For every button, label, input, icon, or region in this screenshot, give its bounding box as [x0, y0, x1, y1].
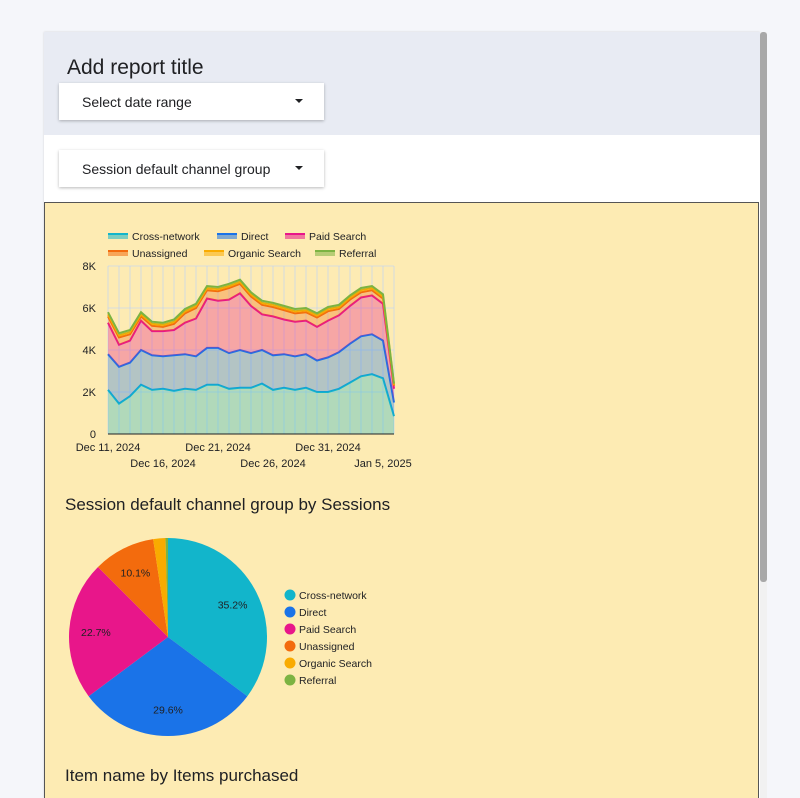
pie-slice-label: 35.2% — [218, 600, 248, 612]
line-unassigned[interactable] — [107, 282, 395, 386]
line-referral[interactable] — [107, 278, 395, 384]
channel-group-dropdown[interactable]: Session default channel group — [59, 150, 324, 187]
pie-legend-swatch — [284, 657, 296, 669]
line-direct[interactable] — [107, 333, 395, 403]
channel-group-label: Session default channel group — [82, 160, 271, 177]
caret-down-icon — [295, 99, 303, 103]
pie-slice-paid-search[interactable] — [69, 567, 168, 697]
line-organic-search[interactable] — [107, 280, 395, 385]
pie-legend-item-paid-search[interactable]: Paid Search — [284, 623, 357, 637]
y-tick-label: 8K — [83, 261, 97, 273]
x-tick-label: Dec 11, 2024 — [76, 442, 141, 454]
line-paid-search[interactable] — [107, 292, 395, 389]
x-tick-label: Dec 26, 2024 — [240, 458, 305, 470]
x-tick-label: Dec 16, 2024 — [130, 458, 195, 470]
legend-swatch — [108, 234, 128, 239]
legend-swatch — [108, 251, 128, 256]
pie-slice-label: 29.6% — [153, 704, 183, 716]
pie-legend-swatch — [284, 606, 296, 618]
legend-item-paid-search[interactable]: Paid Search — [285, 231, 366, 243]
area-chart[interactable]: Cross-network Direct Paid Search Unassigned… — [45, 203, 425, 473]
area-cross-network[interactable] — [108, 374, 394, 434]
legend-label: Paid Search — [309, 231, 366, 243]
pie-legend-label: Direct — [299, 607, 327, 619]
x-tick-label: Dec 21, 2024 — [185, 442, 250, 454]
pie-legend-item-organic-search[interactable]: Organic Search — [284, 657, 373, 671]
legend-swatch — [285, 234, 305, 239]
items-chart-title: Item name by Items purchased — [65, 766, 299, 785]
area-unassigned[interactable] — [108, 283, 394, 389]
pie-legend-item-unassigned[interactable]: Unassigned — [284, 640, 355, 654]
legend-swatch — [204, 251, 224, 256]
pie-legend-item-direct[interactable]: Direct — [284, 606, 327, 620]
pie-slice-cross-network[interactable] — [168, 538, 268, 697]
x-tick-label: Dec 31, 2024 — [295, 442, 360, 454]
legend-label: Cross-network — [132, 231, 200, 243]
legend-swatch — [217, 234, 237, 239]
legend-swatch — [315, 251, 335, 256]
pie-legend-swatch — [284, 589, 296, 601]
pie-chart-title: Session default channel group by Session… — [65, 495, 391, 514]
legend-label: Direct — [241, 231, 269, 243]
pie-slice-label: 10.1% — [121, 568, 151, 580]
legend-item-organic-search[interactable]: Organic Search — [204, 248, 301, 260]
area-paid-search[interactable] — [108, 293, 394, 403]
pie-legend-label: Unassigned — [299, 641, 355, 653]
pie-legend-label: Referral — [299, 675, 336, 687]
pie-legend-swatch — [284, 640, 296, 652]
y-tick-label: 4K — [83, 345, 97, 357]
legend-label: Organic Search — [228, 248, 301, 260]
y-tick-label: 6K — [83, 303, 97, 315]
pie-legend-item-cross-network[interactable]: Cross-network — [284, 589, 368, 603]
legend-item-unassigned[interactable]: Unassigned — [108, 248, 188, 260]
pie-slice-label: 22.7% — [81, 627, 111, 639]
pie-legend-label: Paid Search — [299, 624, 356, 636]
scrollbar-thumb[interactable] — [760, 32, 767, 582]
pie-legend-swatch — [284, 623, 296, 635]
legend-item-referral[interactable]: Referral — [315, 248, 376, 260]
chart-panel: Cross-network Direct Paid Search Unassigned… — [44, 202, 759, 798]
line-cross-network[interactable] — [107, 373, 395, 417]
pie-slice-direct[interactable] — [88, 637, 248, 737]
pie-slice-unassigned[interactable] — [98, 539, 168, 637]
legend-label: Unassigned — [132, 248, 188, 260]
report-canvas: Add report title Select date range Sessi… — [44, 32, 760, 798]
pie-legend-swatch — [284, 674, 296, 686]
pie-slice-referral[interactable] — [165, 538, 168, 637]
report-title[interactable]: Add report title — [67, 56, 204, 79]
pie-slice-organic-search[interactable] — [153, 538, 168, 637]
date-range-label: Select date range — [82, 93, 192, 110]
pie-legend-item-referral[interactable]: Referral — [284, 674, 337, 688]
x-tick-label: Jan 5, 2025 — [354, 458, 412, 470]
y-tick-label: 2K — [83, 387, 97, 399]
pie-legend-label: Organic Search — [299, 658, 372, 670]
legend-label: Referral — [339, 248, 376, 260]
legend-item-direct[interactable]: Direct — [217, 231, 269, 243]
caret-down-icon — [295, 166, 303, 170]
area-series-group — [107, 278, 395, 434]
y-tick-label: 0 — [90, 429, 96, 441]
date-range-dropdown[interactable]: Select date range — [59, 83, 324, 120]
legend-item-cross-network[interactable]: Cross-network — [108, 231, 200, 243]
pie-legend-label: Cross-network — [299, 590, 367, 602]
pie-chart[interactable]: 35.2% 29.6% 22.7% 10.1% Cross-network Direct P… — [45, 533, 405, 753]
